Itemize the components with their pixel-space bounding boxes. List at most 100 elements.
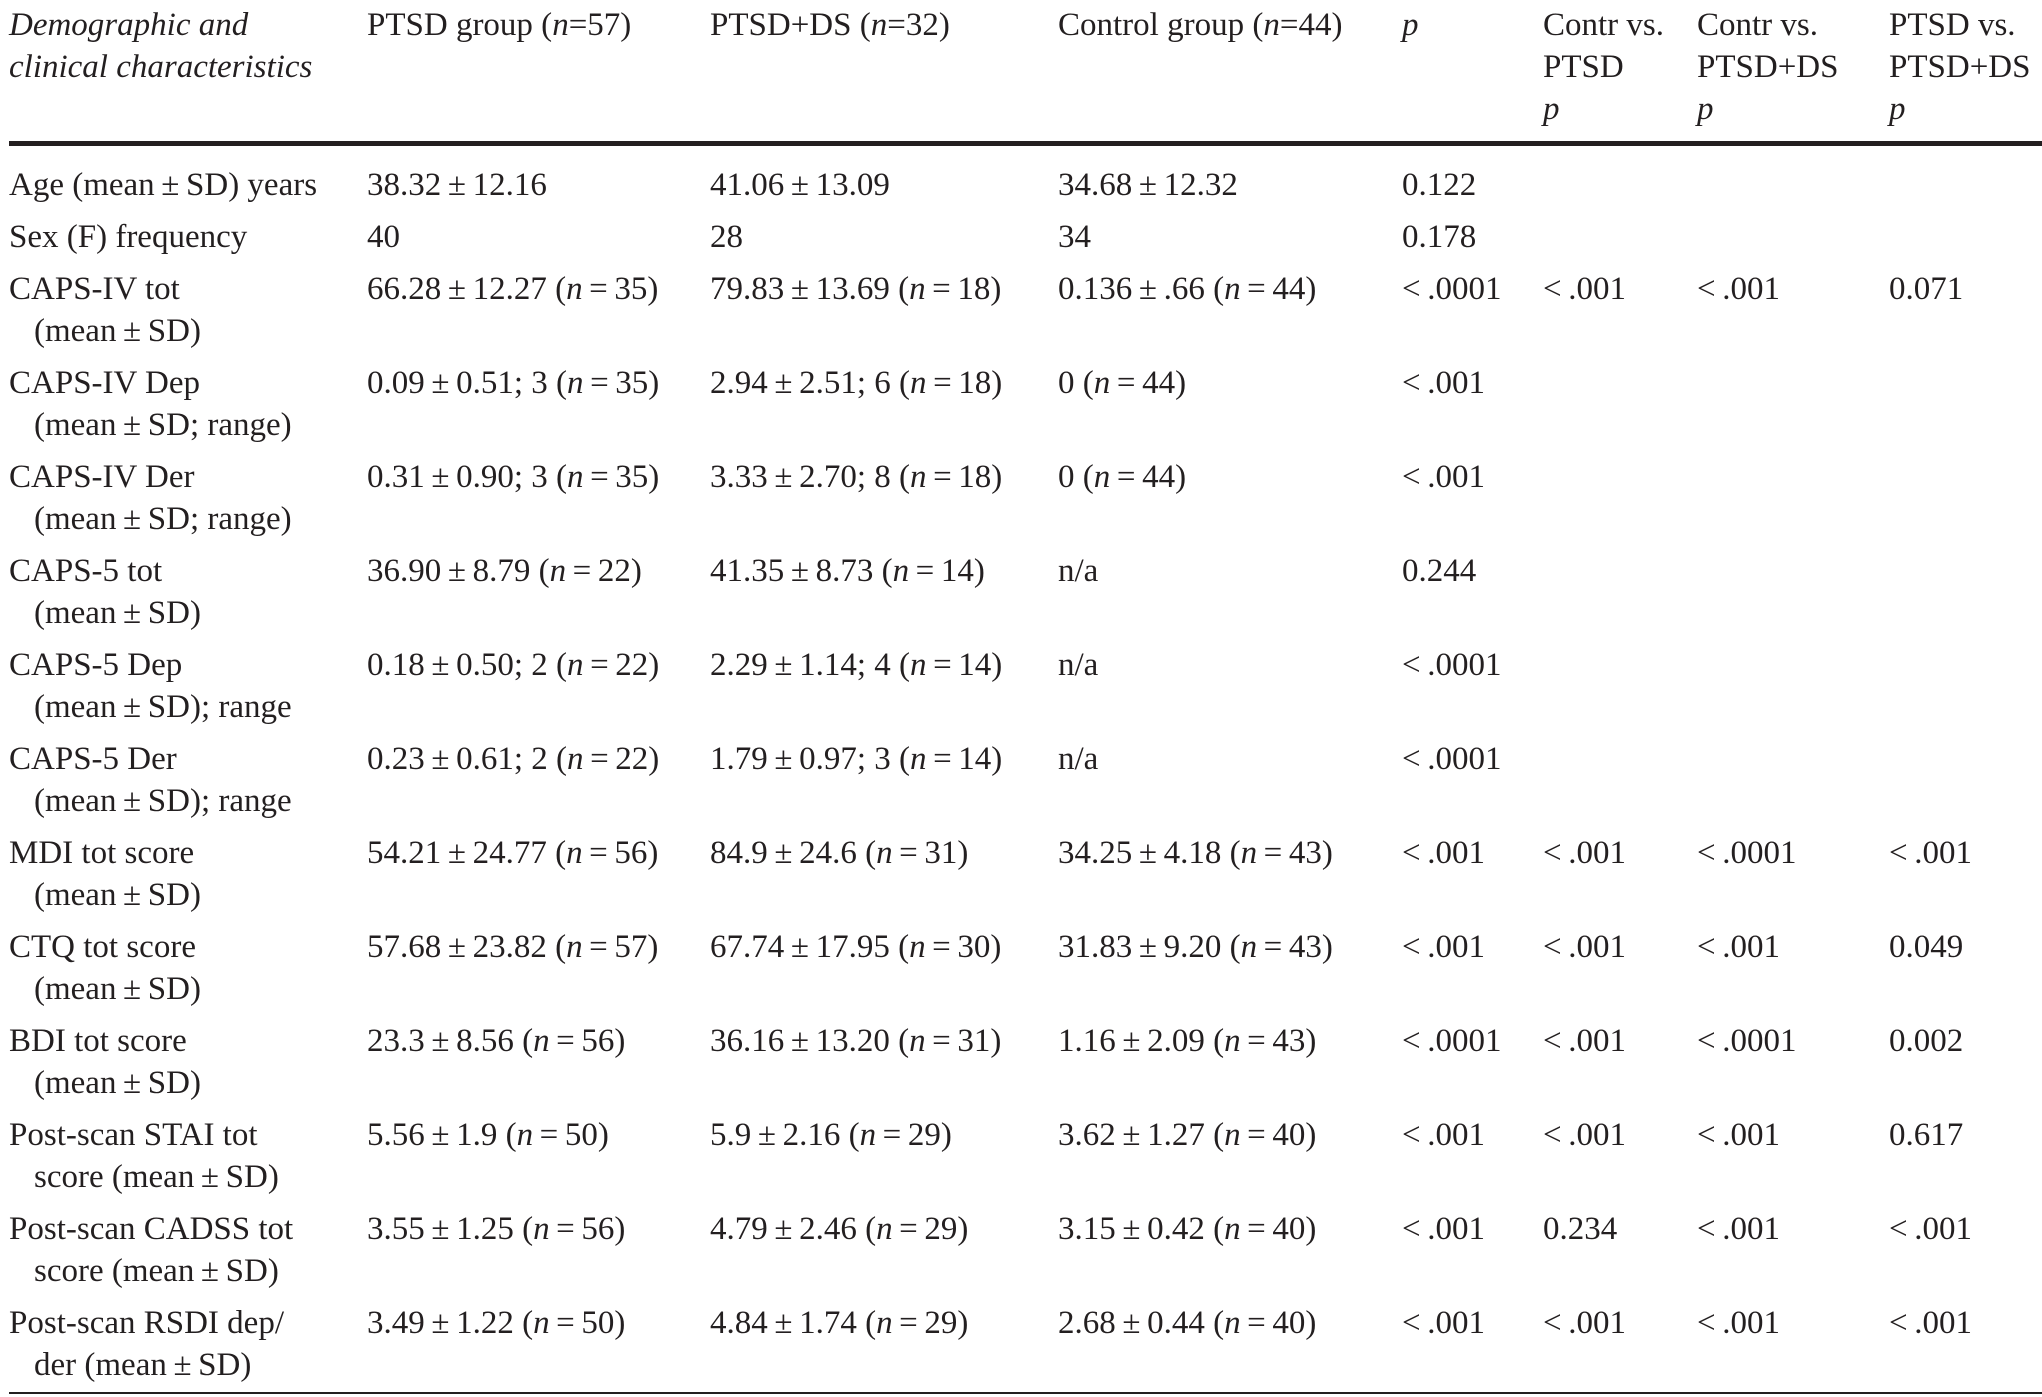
cell-ptsd-ds: 79.83 ± 13.69 (n = 18) <box>710 268 1001 310</box>
cell-contr-vs-ptsdds: < .0001 <box>1697 1023 1797 1059</box>
row-label: CAPS-IV Der (mean ± SD; range) <box>9 456 292 540</box>
row-label: BDI tot score (mean ± SD) <box>9 1020 201 1104</box>
row-label-line: CAPS-5 Der <box>9 741 177 777</box>
row-label-line: CAPS-5 tot <box>9 553 163 589</box>
cell-text: 84.9 ± 24.6 ( <box>710 835 877 871</box>
header-text: PTSD+DS ( <box>710 7 871 43</box>
header-ptsd-group: PTSD group (n=57) <box>367 4 631 46</box>
cell-text: = 14) <box>926 741 1003 777</box>
row-label-line: CAPS-5 Dep <box>9 647 183 683</box>
cell-p: 0.178 <box>1402 219 1477 255</box>
cell-text: 38.32 ± 12.16 <box>367 167 547 203</box>
cell-ptsd: 0.18 ± 0.50; 2 (n = 22) <box>367 644 659 686</box>
cell-text: 2.29 ± 1.14; 4 ( <box>710 647 910 683</box>
row-label: Age (mean ± SD) years <box>9 164 317 206</box>
cell-text: n <box>859 1117 877 1153</box>
header-text: =32) <box>887 7 950 43</box>
cell-text: = 44) <box>1110 365 1187 401</box>
cell-text: n <box>1224 1023 1241 1059</box>
cell-text: 5.9 ± 2.16 ( <box>710 1117 860 1153</box>
cell-contr-vs-ptsdds: < .001 <box>1697 271 1780 307</box>
row-label-line: (mean ± SD; range) <box>34 501 292 537</box>
cell-text: = 29) <box>892 1305 969 1341</box>
cell-text: = 31) <box>892 835 969 871</box>
row-label: MDI tot score (mean ± SD) <box>9 832 201 916</box>
cell-text: n <box>892 553 910 589</box>
cell-contr-vs-ptsdds: < .001 <box>1697 1117 1780 1153</box>
header-text: PTSD+DS <box>1889 49 2031 85</box>
cell-text: n <box>876 1211 893 1247</box>
cell-control: 34.68 ± 12.32 <box>1058 164 1238 206</box>
cell-text: 2.94 ± 2.51; 6 ( <box>710 365 910 401</box>
cell-contr-vs-ptsd: < .001 <box>1543 929 1626 965</box>
cell-ptsd-ds: 41.35 ± 8.73 (n = 14) <box>710 550 985 592</box>
cell-text: 1.79 ± 0.97; 3 ( <box>710 741 910 777</box>
header-text: =57) <box>568 7 632 43</box>
header-ptsd-ds: PTSD+DS (n=32) <box>710 4 950 46</box>
cell-text: 36.16 ± 13.20 ( <box>710 1023 910 1059</box>
cell-ptsd: 23.3 ± 8.56 (n = 56) <box>367 1020 625 1062</box>
cell-text: 34 <box>1058 219 1091 255</box>
cell-p: < .001 <box>1402 835 1485 871</box>
cell-text: = 56) <box>549 1211 626 1247</box>
row-label-line: Age (mean ± SD) years <box>9 167 318 203</box>
row-label-line: CAPS-IV Der <box>9 459 195 495</box>
cell-ptsd-ds: 4.79 ± 2.46 (n = 29) <box>710 1208 968 1250</box>
cell-text: 4.84 ± 1.74 ( <box>710 1305 877 1341</box>
header-text: PTSD+DS <box>1697 49 1839 85</box>
row-label: CAPS-5 Dep (mean ± SD); range <box>9 644 292 728</box>
cell-text: n <box>566 459 584 495</box>
row-label-line: (mean ± SD) <box>34 595 201 631</box>
row-label: Sex (F) frequency <box>9 216 247 258</box>
header-characteristics: Demographic and clinical characteristics <box>9 4 312 88</box>
row-label-line: MDI tot score <box>9 835 195 871</box>
cell-text: n <box>1224 1305 1241 1341</box>
cell-text: 79.83 ± 13.69 ( <box>710 271 910 307</box>
cell-control: 1.16 ± 2.09 (n = 43) <box>1058 1020 1316 1062</box>
cell-ptsd: 38.32 ± 12.16 <box>367 164 547 206</box>
cell-text: n <box>909 365 927 401</box>
cell-text: 0.23 ± 0.61; 2 ( <box>367 741 567 777</box>
cell-control: 34 <box>1058 216 1091 258</box>
cell-text: n <box>909 1023 926 1059</box>
row-label-line: BDI tot score <box>9 1023 187 1059</box>
cell-text: n <box>1093 459 1111 495</box>
row-label: CAPS-5 Der (mean ± SD); range <box>9 738 292 822</box>
cell-text: n <box>566 741 584 777</box>
cell-p: < .001 <box>1402 459 1485 495</box>
cell-ptsd: 40 <box>367 216 400 258</box>
cell-control: 31.83 ± 9.20 (n = 43) <box>1058 926 1333 968</box>
cell-contr-vs-ptsd: < .001 <box>1543 1117 1626 1153</box>
cell-text: n <box>533 1023 550 1059</box>
header-text: Contr vs. <box>1697 7 1819 43</box>
cell-text: = 14) <box>926 647 1003 683</box>
row-label-line: (mean ± SD); range <box>34 783 292 819</box>
cell-ptsd: 5.56 ± 1.9 (n = 50) <box>367 1114 609 1156</box>
cell-ptsd-ds: 36.16 ± 13.20 (n = 31) <box>710 1020 1001 1062</box>
cell-text: = 14) <box>909 553 985 589</box>
cell-text: n <box>549 553 567 589</box>
cell-ptsd-ds: 2.29 ± 1.14; 4 (n = 14) <box>710 644 1002 686</box>
cell-ptsd-ds: 2.94 ± 2.51; 6 (n = 18) <box>710 362 1002 404</box>
cell-text: = 35) <box>583 459 660 495</box>
cell-text: n <box>1240 929 1258 965</box>
cell-ptsd-vs-ptsdds: < .001 <box>1889 835 1972 871</box>
cell-p: < .0001 <box>1402 741 1502 777</box>
cell-text: = 22) <box>583 647 660 683</box>
cell-ptsd: 3.49 ± 1.22 (n = 50) <box>367 1302 625 1344</box>
header-text: PTSD <box>1543 49 1624 85</box>
header-text: Demographic and <box>9 7 249 43</box>
cell-text: 2.68 ± 0.44 ( <box>1058 1305 1225 1341</box>
cell-text: 66.28 ± 12.27 ( <box>367 271 567 307</box>
header-text: p <box>1543 91 1560 127</box>
cell-text: n <box>516 1117 534 1153</box>
cell-ptsd-ds: 67.74 ± 17.95 (n = 30) <box>710 926 1001 968</box>
cell-p: < .001 <box>1402 1211 1485 1247</box>
cell-control: 0 (n = 44) <box>1058 362 1186 404</box>
bottom-rule <box>9 1392 2042 1394</box>
cell-ptsd: 57.68 ± 23.82 (n = 57) <box>367 926 658 968</box>
cell-p: 0.122 <box>1402 167 1477 203</box>
cell-ptsd-ds: 5.9 ± 2.16 (n = 29) <box>710 1114 952 1156</box>
cell-text: = 30) <box>925 929 1002 965</box>
row-label-line: Post-scan STAI tot <box>9 1117 258 1153</box>
